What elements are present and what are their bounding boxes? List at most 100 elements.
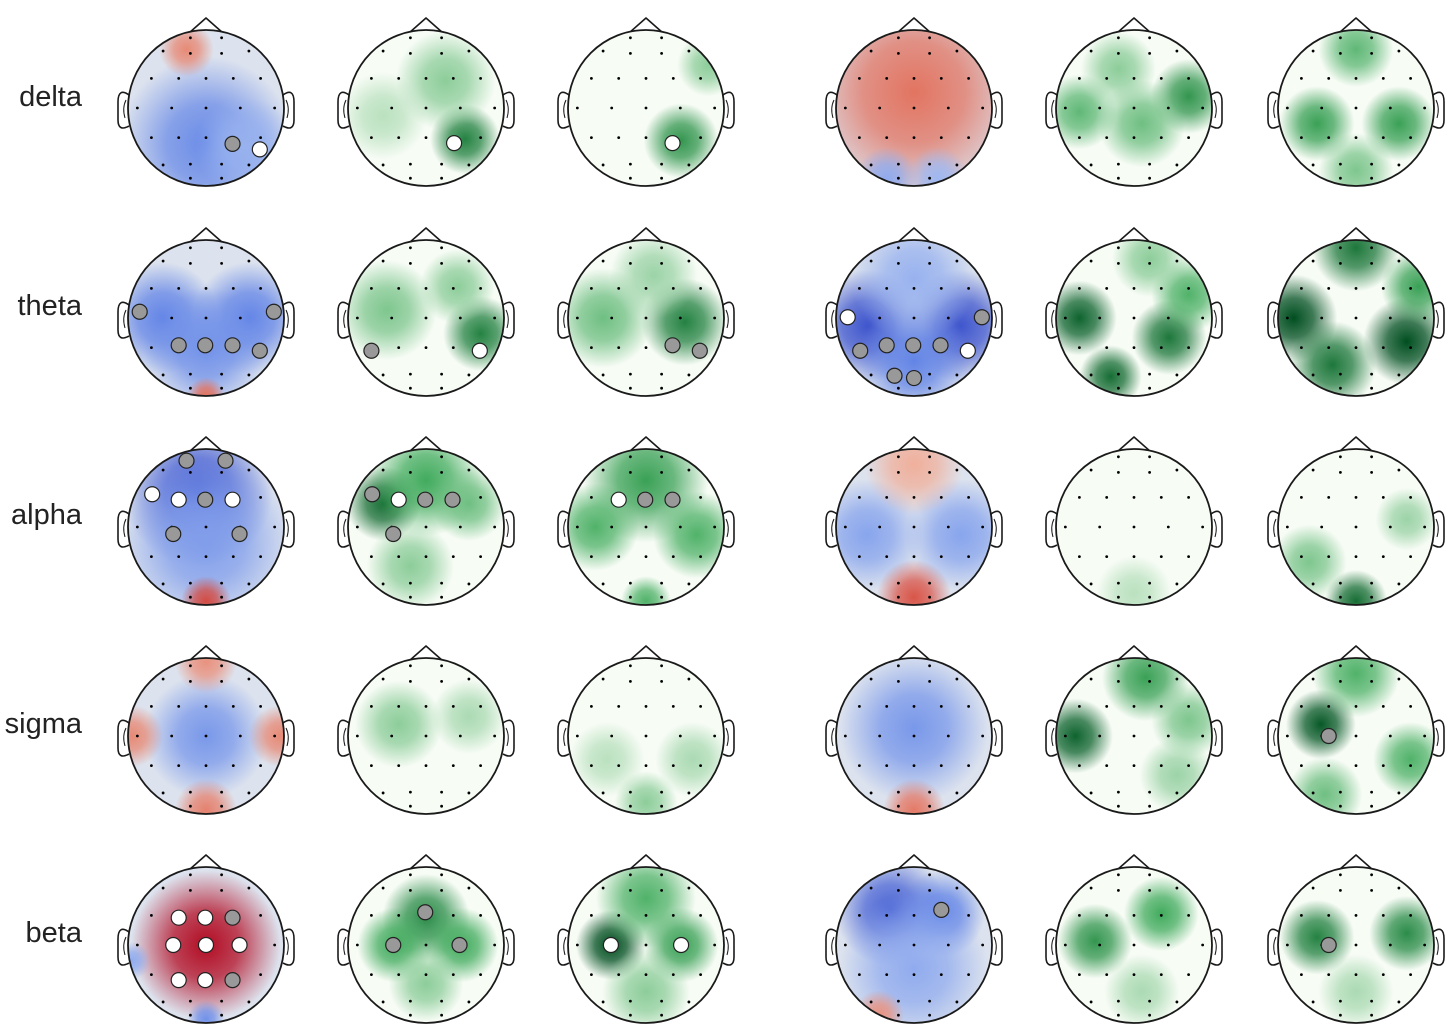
- electrode-dot: [939, 555, 943, 559]
- electrode-dot: [678, 316, 682, 320]
- topomap-delta-4: [825, 17, 1003, 187]
- electrode-dot: [1370, 680, 1373, 683]
- electrode-dot: [1381, 704, 1385, 708]
- activity-blob: [1380, 249, 1434, 325]
- electrode-dot: [897, 581, 900, 585]
- nose-outline: [1116, 854, 1152, 871]
- electrode-dot: [220, 664, 224, 668]
- electrode-dot: [1370, 889, 1373, 892]
- electrode-dot: [170, 734, 174, 738]
- electrode-dot: [1063, 525, 1067, 529]
- electrode-dot: [424, 316, 428, 320]
- electrode-dot: [1132, 76, 1136, 80]
- electrode-dot: [629, 889, 632, 892]
- head-outline: [835, 866, 993, 1024]
- ear-inner-line: [1273, 727, 1277, 747]
- electrode-dot: [1175, 468, 1179, 472]
- electrode-dot: [939, 495, 943, 499]
- electrode-dot: [1354, 76, 1358, 80]
- topomap-alpha-6: [1267, 436, 1445, 606]
- activity-blob: [1112, 240, 1188, 297]
- nose-outline: [1338, 17, 1374, 34]
- electrode-dot: [220, 162, 224, 166]
- ear-inner-line: [1051, 518, 1055, 538]
- ear-inner-line: [285, 727, 289, 747]
- topomap-alpha-3: [557, 436, 735, 606]
- scalp-activity: [348, 30, 500, 175]
- electrode-dot: [493, 525, 497, 529]
- ear-inner-line: [563, 936, 567, 956]
- electrode-dot: [1397, 163, 1401, 167]
- electrode-dot: [1388, 106, 1392, 110]
- electrode-dot: [1339, 581, 1342, 585]
- electrode-dot: [259, 555, 262, 559]
- electrode-dot: [981, 525, 985, 529]
- electrode-dot: [1201, 106, 1205, 110]
- electrode-dot: [885, 555, 889, 559]
- electrode-dot: [1089, 49, 1093, 53]
- electrode-dot: [1098, 106, 1102, 110]
- electrode-dot: [1300, 136, 1303, 140]
- electrode-dot: [424, 286, 428, 290]
- electrode-dot: [273, 943, 277, 947]
- electrode-dot: [1078, 555, 1081, 559]
- electrode-dot: [150, 286, 153, 290]
- electrode-dot: [424, 734, 428, 738]
- electrode-dot: [897, 176, 900, 180]
- electrode-dot: [247, 373, 251, 377]
- band-label-alpha: alpha: [11, 499, 83, 531]
- electrode-dot: [1339, 262, 1342, 265]
- electrode-dot: [885, 76, 889, 80]
- electrode-dot: [967, 913, 970, 917]
- electrode-dot: [843, 106, 847, 110]
- electrode-dot: [1339, 999, 1342, 1003]
- topomap-theta-5: [1045, 227, 1223, 397]
- electrode-dot: [1187, 346, 1190, 350]
- electrode-dot: [220, 36, 224, 40]
- electrode-dot: [1148, 52, 1151, 55]
- electrode-dot: [1320, 316, 1324, 320]
- electrode-dot: [370, 764, 373, 768]
- electrode-dot: [1354, 316, 1358, 320]
- electrode-dot: [1300, 973, 1303, 977]
- activity-blob: [864, 449, 964, 515]
- band-label-delta: delta: [19, 81, 83, 113]
- electrode-dot: [946, 316, 950, 320]
- electrode-dot: [912, 286, 916, 290]
- electrode-dot: [1354, 973, 1358, 977]
- electrode-dot: [1105, 495, 1109, 499]
- electrode-dot: [869, 468, 873, 472]
- electrode-dot: [1370, 471, 1373, 474]
- electrode-dot: [467, 49, 471, 53]
- electrode-dot: [928, 664, 931, 668]
- electrode-dot: [644, 525, 648, 529]
- electrode-dot: [1354, 734, 1358, 738]
- head-outline: [127, 866, 285, 1024]
- ear-inner-line: [123, 518, 127, 538]
- activity-blob: [431, 466, 504, 542]
- significant-electrode-marker-gray: [417, 491, 434, 508]
- significant-electrode-marker-gray: [197, 491, 214, 508]
- ear-inner-line: [1213, 309, 1217, 329]
- electrode-dot: [644, 973, 648, 977]
- activity-blob: [602, 948, 690, 1023]
- electrode-dot: [1132, 734, 1136, 738]
- electrode-dot: [1132, 555, 1136, 559]
- electrode-dot: [1354, 704, 1358, 708]
- electrode-dot: [1175, 373, 1179, 377]
- electrode-dot: [858, 973, 861, 977]
- electrode-dot: [381, 1000, 385, 1004]
- ear-inner-line: [725, 518, 729, 538]
- electrode-dot: [1175, 259, 1179, 263]
- significant-electrode-marker-white: [471, 342, 488, 359]
- electrode-dot: [189, 804, 192, 808]
- electrode-dot: [687, 468, 691, 472]
- electrode-dot: [440, 999, 443, 1003]
- electrode-dot: [1354, 525, 1358, 529]
- electrode-dot: [1078, 76, 1081, 80]
- electrode-dot: [259, 76, 262, 80]
- electrode-dot: [440, 455, 443, 459]
- electrode-dot: [1311, 886, 1315, 890]
- electrode-dot: [687, 886, 691, 890]
- electrode-dot: [678, 525, 682, 529]
